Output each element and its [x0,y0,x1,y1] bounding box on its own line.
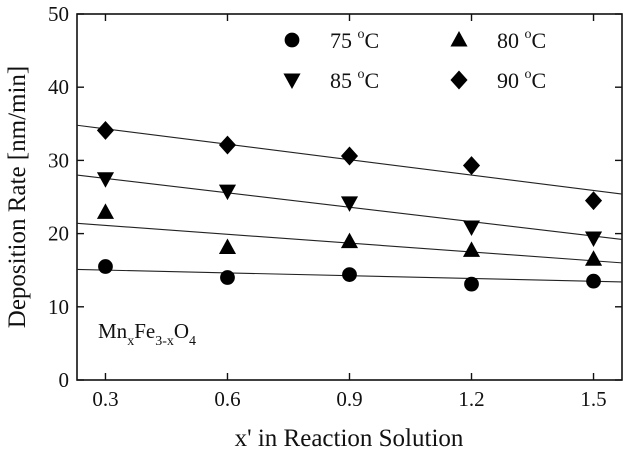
y-tick-label: 30 [48,148,69,172]
formula-sub-x: x [127,334,134,349]
data-point-triangle-down [96,172,115,188]
data-point-triangle-down [462,220,481,237]
data-point-triangle-up [96,203,115,219]
data-point-triangle-down [218,184,237,201]
y-tick-label: 20 [48,222,69,246]
x-tick-label: 0.6 [214,387,240,411]
formula-fe: Fe [134,319,155,343]
formula-sub-4: 4 [189,334,196,349]
formula-annotation: MnxFe3-xO4 [98,319,196,349]
x-tick-label: 1.5 [580,387,606,411]
formula-o: O [174,319,189,343]
data-point-diamond [96,120,115,140]
data-point-diamond [462,156,481,175]
data-point-diamond [340,146,359,166]
legend-marker-diamond [450,70,468,90]
data-point-circle [98,259,113,274]
data-point-triangle-up [218,238,237,254]
data-point-circle [586,273,601,289]
data-point-triangle-up [584,250,603,266]
legend-marker-triangle-up [450,31,468,47]
formula-mn: Mn [98,319,128,343]
data-point-triangle-up [462,241,481,257]
data-point-triangle-up [340,232,359,249]
y-tick-label: 10 [48,295,69,319]
legend-label: 75 oC [330,27,379,53]
x-tick-label: 0.3 [92,387,118,411]
data-points [96,120,603,292]
data-point-triangle-down [584,231,603,247]
formula-sub-3x: 3-x [155,334,174,349]
legend-marker-circle [284,32,300,48]
data-point-circle [220,270,235,285]
data-point-circle [464,276,479,292]
data-point-triangle-down [340,196,359,212]
legend-label: 80 oC [497,27,546,53]
axis-ticks: 0.3 0.6 0.9 1.2 1.5 0 10 20 30 40 50 [48,2,622,411]
y-tick-label: 50 [48,2,69,26]
legend-label: 85 oC [330,67,379,93]
legend: 75 oC 80 oC 85 oC 90 oC [283,27,546,93]
data-point-diamond [218,135,237,155]
y-tick-label: 0 [59,368,70,392]
legend-marker-triangle-down [283,73,301,89]
x-tick-label: 0.9 [336,387,362,411]
x-axis-title: x' in Reaction Solution [235,425,464,452]
data-point-circle [342,267,357,282]
y-tick-label: 40 [48,75,69,99]
legend-label: 90 oC [497,67,546,93]
y-axis-title: Deposition Rate [nm/min] [4,66,31,328]
x-tick-label: 1.2 [458,387,484,411]
data-point-diamond [584,191,603,211]
